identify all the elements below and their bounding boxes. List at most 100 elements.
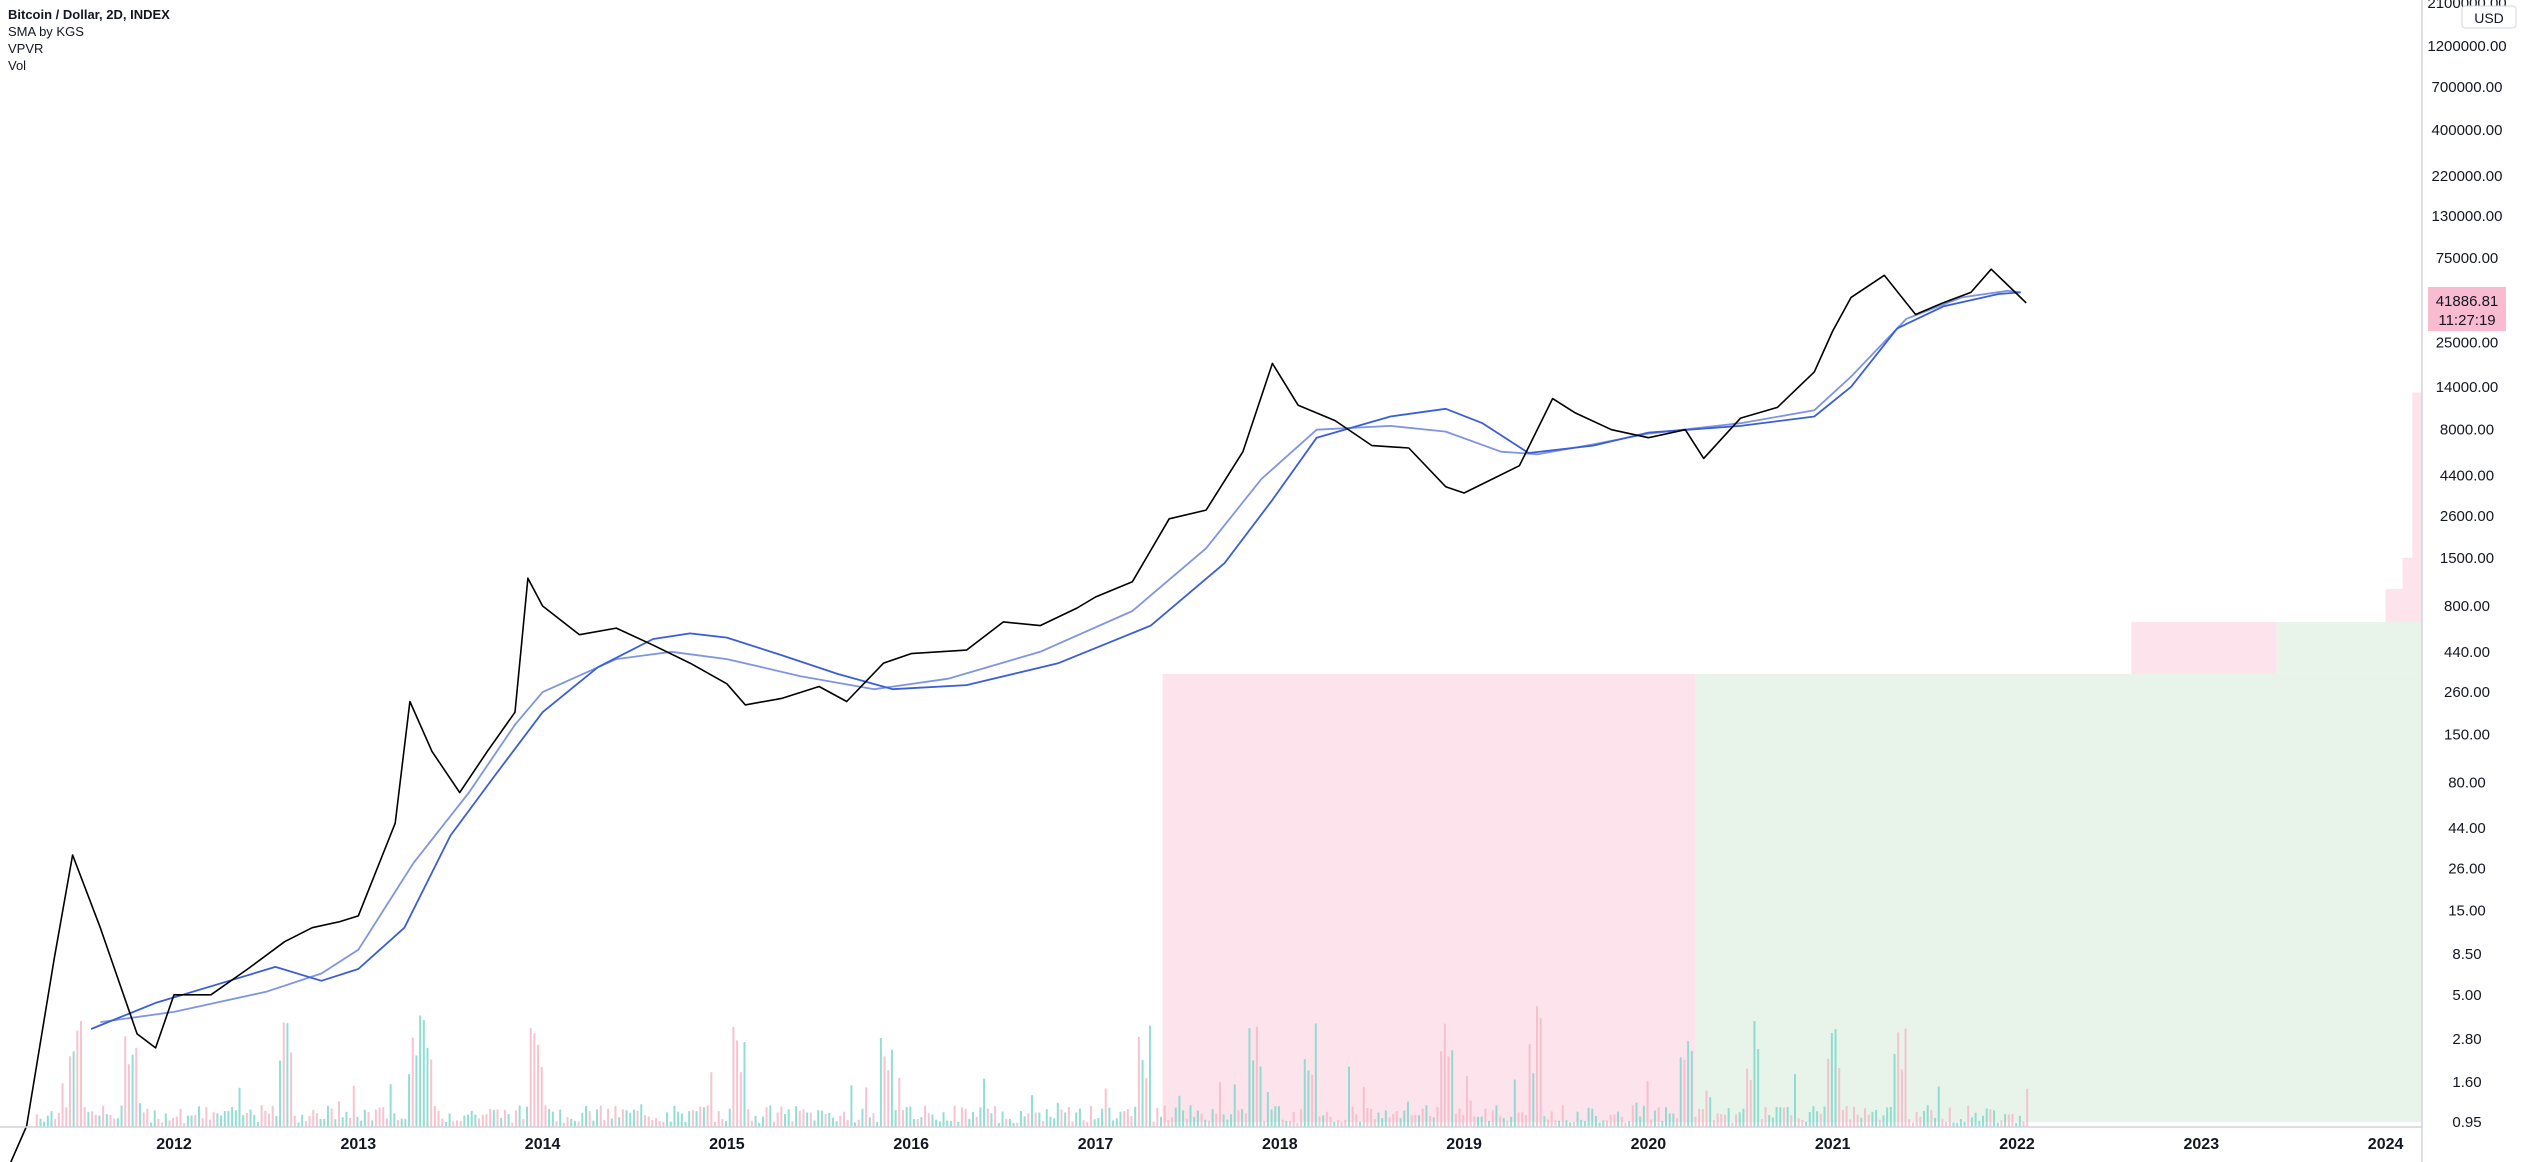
volume-bar: [1266, 1092, 1269, 1127]
volume-bar: [736, 1040, 739, 1127]
volume-bar: [1027, 1113, 1030, 1127]
volume-bar: [1694, 1116, 1697, 1127]
volume-bar: [253, 1115, 256, 1127]
volume-bar: [2026, 1088, 2029, 1127]
volume-bar: [1156, 1107, 1159, 1127]
volume-bar: [514, 1110, 517, 1127]
volume-bar: [459, 1120, 462, 1127]
price-series: [9, 268, 2027, 1162]
volume-bar: [72, 1051, 75, 1127]
price-tick-label: 4400.00: [2440, 467, 2494, 484]
volume-bar: [1841, 1110, 1844, 1127]
volume-bar: [1974, 1112, 1977, 1127]
volume-bar: [1108, 1107, 1111, 1127]
volume-bar: [802, 1109, 805, 1127]
volume-bar: [1963, 1121, 1966, 1127]
volume-bar: [1926, 1105, 1929, 1127]
volume-bar: [1690, 1050, 1693, 1127]
volume-bar: [596, 1109, 599, 1127]
volume-bar: [1285, 1121, 1288, 1127]
volume-bar: [76, 1030, 79, 1127]
price-tick-label: 15.00: [2448, 903, 2486, 920]
volume-bar: [1897, 1032, 1900, 1127]
volume-bar: [1934, 1117, 1937, 1127]
volume-bar: [227, 1110, 230, 1127]
vpvr-up-bar-0: [1695, 673, 2422, 1122]
volume-bar: [632, 1109, 635, 1127]
volume-bar: [972, 1112, 975, 1127]
volume-bar: [662, 1121, 665, 1127]
volume-bar: [308, 1115, 311, 1127]
time-tick-label: 2012: [156, 1136, 192, 1153]
volume-bar: [1805, 1121, 1808, 1127]
volume-bar: [898, 1077, 901, 1127]
volume-bar: [1779, 1107, 1782, 1127]
price-tick-label: 26.00: [2448, 861, 2486, 878]
volume-bar: [1211, 1109, 1214, 1127]
volume-bar: [1296, 1122, 1299, 1127]
volume-bar: [1830, 1032, 1833, 1127]
volume-bar: [264, 1110, 267, 1127]
symbol-title[interactable]: Bitcoin / Dollar, 2D, INDEX: [8, 7, 170, 22]
time-axis[interactable]: 2012 2013 2014 2015 2016 2017 2018 2019 2020 2021…: [156, 1136, 2403, 1153]
volume-bar: [1499, 1116, 1502, 1127]
volume-bar: [83, 1107, 86, 1127]
volume-bar: [1218, 1082, 1221, 1127]
volume-bar: [1576, 1111, 1579, 1127]
volume-bar: [588, 1111, 591, 1127]
volume-bar: [868, 1117, 871, 1127]
currency-label[interactable]: USD: [2461, 5, 2517, 29]
volume-bar: [1067, 1106, 1070, 1127]
time-tick-label: 2014: [525, 1136, 561, 1153]
volume-bar: [1340, 1121, 1343, 1127]
volume-bar: [1959, 1119, 1962, 1127]
volume-bar: [1270, 1109, 1273, 1127]
volume-bar: [1104, 1088, 1107, 1127]
volume-bar: [1322, 1115, 1325, 1127]
volume-bar: [1624, 1122, 1627, 1127]
volume-bar: [1609, 1114, 1612, 1127]
volume-bar: [614, 1105, 617, 1127]
volume-bar: [1746, 1068, 1749, 1127]
volume-bar: [747, 1109, 750, 1127]
volume-bar: [1886, 1107, 1889, 1127]
price-axis[interactable]: 2100000.001200000.00700000.00400000.0022…: [2427, 0, 2506, 1131]
volume-bar: [1137, 1036, 1140, 1127]
volume-bar: [1558, 1120, 1561, 1127]
volume-bar: [1510, 1116, 1513, 1127]
volume-bar: [43, 1121, 46, 1127]
volume-bar: [1300, 1109, 1303, 1127]
volume-bar: [234, 1110, 237, 1127]
volume-bar: [1200, 1113, 1203, 1127]
volume-bar: [135, 1047, 138, 1127]
volume-bar: [1683, 1059, 1686, 1127]
volume-bar: [684, 1121, 687, 1127]
indicator-vol[interactable]: Vol: [8, 58, 27, 73]
indicator-vpvr[interactable]: VPVR: [8, 41, 44, 56]
volume-bar: [776, 1112, 779, 1127]
indicator-sma[interactable]: SMA by KGS: [8, 24, 84, 39]
volume-bar: [1311, 1074, 1314, 1127]
volume-bar: [109, 1114, 112, 1127]
volume-bar: [699, 1106, 702, 1127]
volume-bar: [330, 1108, 333, 1127]
price-tick-label: 260.00: [2444, 684, 2490, 701]
volume-bar: [161, 1122, 164, 1127]
volume-bar: [481, 1114, 484, 1127]
volume-bar: [924, 1105, 927, 1127]
vpvr-down-bar-3: [2402, 557, 2422, 589]
volume-bar: [341, 1117, 344, 1127]
volume-bar: [1436, 1107, 1439, 1127]
volume-bar: [1163, 1105, 1166, 1127]
volume-bar: [1594, 1116, 1597, 1127]
volume-bar: [57, 1112, 60, 1127]
volume-bar: [1521, 1112, 1524, 1127]
volume-bar: [448, 1113, 451, 1127]
volume-bar: [765, 1107, 768, 1127]
volume-bar: [1377, 1112, 1380, 1127]
volume-bar: [570, 1118, 573, 1127]
volume-bar: [146, 1108, 149, 1127]
volume-bar: [887, 1070, 890, 1127]
volume-bar: [761, 1116, 764, 1127]
